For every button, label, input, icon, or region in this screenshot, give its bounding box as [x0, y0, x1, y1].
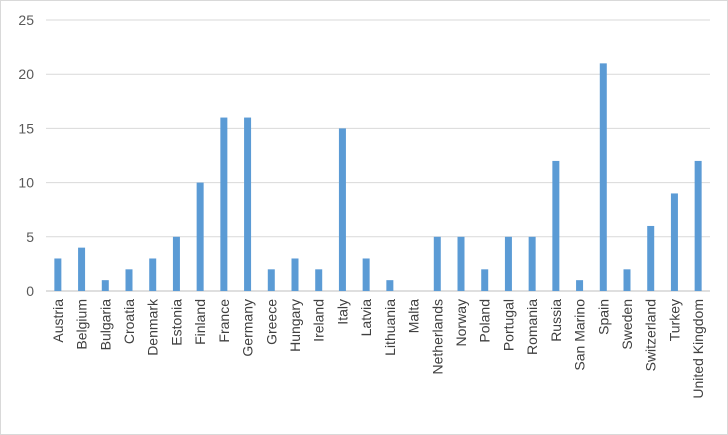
x-tick-label-finland: Finland: [192, 299, 208, 345]
bar-ireland: [315, 269, 323, 291]
x-tick-label-croatia: Croatia: [121, 299, 137, 344]
bar-san-marino: [576, 280, 584, 291]
bar-poland: [481, 269, 489, 291]
x-tick-label-sweden: Sweden: [619, 299, 635, 350]
x-tick-label-bulgaria: Bulgaria: [97, 299, 113, 351]
bar-norway: [457, 236, 465, 291]
x-tick-label-france: France: [216, 299, 232, 343]
bar-romania: [528, 236, 536, 291]
x-tick-label-lithuania: Lithuania: [382, 299, 398, 356]
y-tick-label-10: 10: [18, 175, 34, 191]
bar-belgium: [78, 247, 86, 291]
bar-united-kingdom: [694, 160, 702, 291]
x-tick-label-ireland: Ireland: [311, 299, 327, 342]
x-tick-label-norway: Norway: [453, 299, 469, 346]
x-tick-label-poland: Poland: [477, 299, 493, 343]
x-tick-label-turkey: Turkey: [666, 299, 682, 341]
bar-finland: [196, 182, 204, 291]
x-tick-label-italy: Italy: [334, 299, 350, 325]
x-tick-label-portugal: Portugal: [500, 299, 516, 351]
x-tick-label-san-marino: San Marino: [572, 299, 588, 371]
x-tick-label-spain: Spain: [595, 299, 611, 335]
x-tick-label-switzerland: Switzerland: [643, 299, 659, 371]
y-tick-label-15: 15: [18, 120, 34, 136]
bar-turkey: [670, 193, 678, 291]
bar-denmark: [149, 258, 157, 291]
x-tick-label-united-kingdom: United Kingdom: [690, 299, 706, 399]
bar-switzerland: [647, 225, 655, 291]
x-tick-label-malta: Malta: [406, 299, 422, 333]
x-tick-label-latvia: Latvia: [358, 299, 374, 337]
bar-hungary: [291, 258, 299, 291]
x-tick-label-netherlands: Netherlands: [429, 299, 445, 375]
x-tick-label-austria: Austria: [50, 299, 66, 343]
bar-spain: [599, 63, 607, 291]
y-tick-label-25: 25: [18, 12, 34, 28]
x-tick-label-denmark: Denmark: [145, 298, 161, 356]
bar-italy: [338, 128, 346, 291]
x-tick-label-romania: Romania: [524, 299, 540, 355]
bar-germany: [244, 117, 252, 291]
x-tick-label-germany: Germany: [240, 299, 256, 357]
bar-portugal: [504, 236, 512, 291]
bar-france: [220, 117, 228, 291]
bar-latvia: [362, 258, 370, 291]
x-tick-label-russia: Russia: [548, 299, 564, 342]
y-tick-label-20: 20: [18, 66, 34, 82]
bar-lithuania: [386, 280, 394, 291]
x-tick-label-greece: Greece: [263, 299, 279, 345]
bar-estonia: [172, 236, 180, 291]
bar-austria: [54, 258, 62, 291]
y-tick-label-5: 5: [26, 229, 34, 245]
y-tick-label-0: 0: [26, 283, 34, 299]
bar-netherlands: [433, 236, 441, 291]
x-tick-label-belgium: Belgium: [74, 299, 90, 350]
x-tick-label-hungary: Hungary: [287, 299, 303, 352]
bar-sweden: [623, 269, 631, 291]
bar-bulgaria: [101, 280, 109, 291]
bar-russia: [552, 160, 560, 291]
x-tick-label-estonia: Estonia: [168, 299, 184, 346]
bar-croatia: [125, 269, 133, 291]
bar-greece: [267, 269, 275, 291]
